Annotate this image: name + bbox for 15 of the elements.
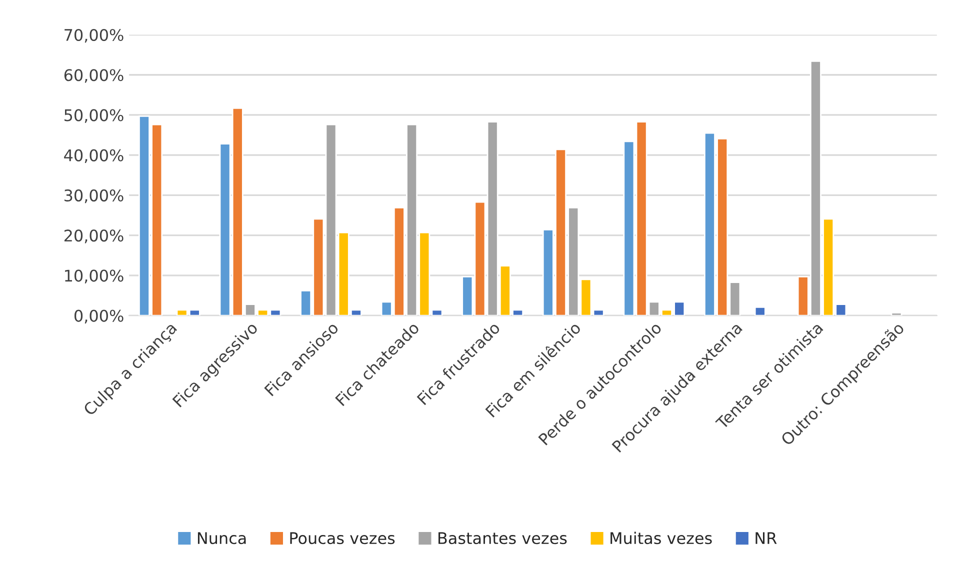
legend-label: Muitas vezes	[610, 532, 712, 544]
legend-label: NR	[756, 532, 777, 544]
legend-label: Poucas vezes	[290, 532, 395, 544]
y-tick-label: 60,00%	[64, 69, 124, 83]
y-tick-label: 20,00%	[64, 230, 124, 244]
legend-label: Bastantes vezes	[438, 532, 567, 544]
y-tick-label: 0,00%	[74, 310, 124, 324]
y-tick-label: 40,00%	[64, 149, 124, 164]
bar	[754, 306, 766, 316]
y-tick-label: 30,00%	[64, 189, 124, 204]
y-tick-label: 50,00%	[64, 109, 124, 123]
y-tick-label: 70,00%	[64, 28, 124, 43]
y-tick-label: 10,00%	[65, 270, 124, 284]
bar	[890, 312, 902, 316]
legend-label: Nunca	[198, 532, 246, 544]
